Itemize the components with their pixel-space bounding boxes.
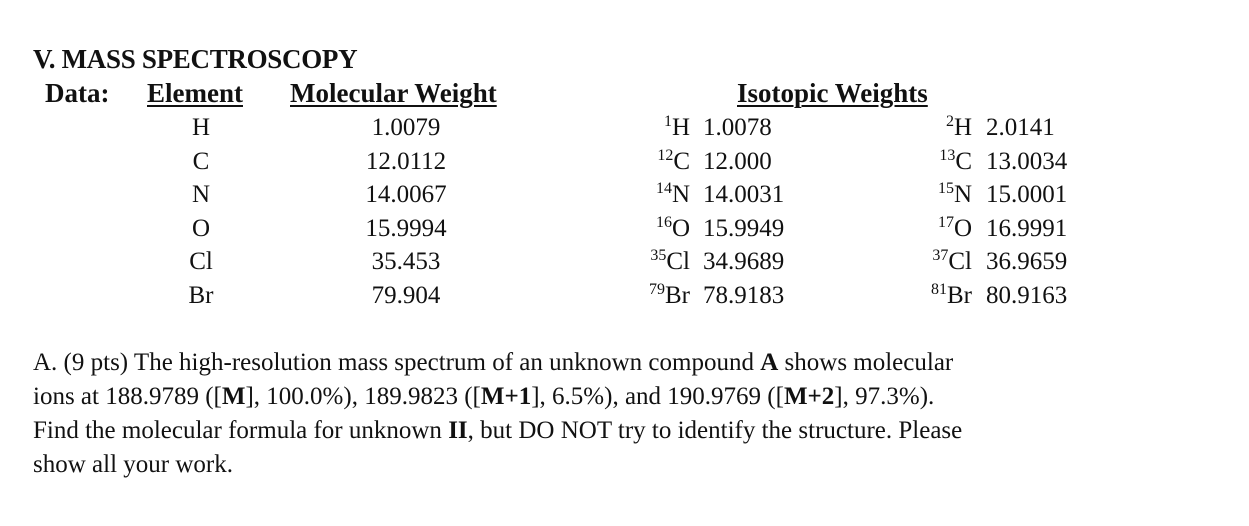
isotope-2-symbol: 17O [937, 214, 972, 243]
isotope-1-symbol: 79Br [649, 281, 690, 310]
isotopic-weights-header: Isotopic Weights [737, 78, 928, 108]
question-line-4: show all your work. [33, 451, 233, 478]
element-header: Element [147, 78, 243, 108]
isotope-2-symbol: 13C [939, 147, 972, 176]
molecular-weight-cell: 14.0067 [365, 181, 447, 208]
section-title: V. MASS SPECTROSCOPY [33, 44, 358, 74]
isotope-1-weight: 34.9689 [703, 248, 785, 275]
molecular-weight-cell: 35.453 [371, 248, 441, 275]
isotope-1-symbol: 12C [657, 147, 690, 176]
element-cell: Br [188, 282, 214, 309]
isotope-2-weight: 2.0141 [986, 114, 1055, 141]
molecular-weight-cell: 79.904 [371, 282, 441, 309]
isotope-2-weight: 15.0001 [986, 181, 1068, 208]
question-line-1: A. (9 pts) The high-resolution mass spec… [33, 349, 954, 376]
isotope-2-symbol: 37Cl [932, 247, 972, 276]
isotope-2-weight: 16.9991 [986, 215, 1068, 242]
isotope-2-symbol: 2H [945, 113, 972, 142]
data-label: Data: [45, 78, 110, 108]
element-cell: N [191, 181, 211, 208]
isotope-1-weight: 14.0031 [703, 181, 785, 208]
molecular-weight-cell: 1.0079 [371, 114, 441, 141]
isotope-2-symbol: 81Br [931, 281, 972, 310]
element-cell: H [191, 114, 211, 141]
molecular-weight-cell: 12.0112 [365, 148, 447, 175]
isotope-2-weight: 13.0034 [986, 148, 1068, 175]
molecular-weight-header: Molecular Weight [290, 78, 497, 108]
element-cell: Cl [189, 248, 213, 275]
element-cell: C [192, 148, 210, 175]
question-line-3: Find the molecular formula for unknown I… [33, 417, 963, 444]
isotope-1-symbol: 35Cl [650, 247, 690, 276]
question-paragraph: A. (9 pts) The high-resolution mass spec… [33, 346, 1233, 482]
molecular-weight-cell: 15.9994 [365, 215, 447, 242]
isotope-1-symbol: 14N [655, 180, 690, 209]
isotope-1-symbol: 1H [663, 113, 690, 142]
isotope-1-weight: 15.9949 [703, 215, 785, 242]
isotope-2-weight: 80.9163 [986, 282, 1068, 309]
isotope-1-symbol: 16O [655, 214, 690, 243]
isotope-2-weight: 36.9659 [986, 248, 1068, 275]
isotope-1-weight: 12.000 [703, 148, 772, 175]
element-cell: O [191, 215, 211, 242]
isotope-2-symbol: 15N [937, 180, 972, 209]
isotope-1-weight: 78.9183 [703, 282, 785, 309]
question-line-2: ions at 188.9789 ([M], 100.0%), 189.9823… [33, 383, 935, 410]
isotope-1-weight: 1.0078 [703, 114, 772, 141]
